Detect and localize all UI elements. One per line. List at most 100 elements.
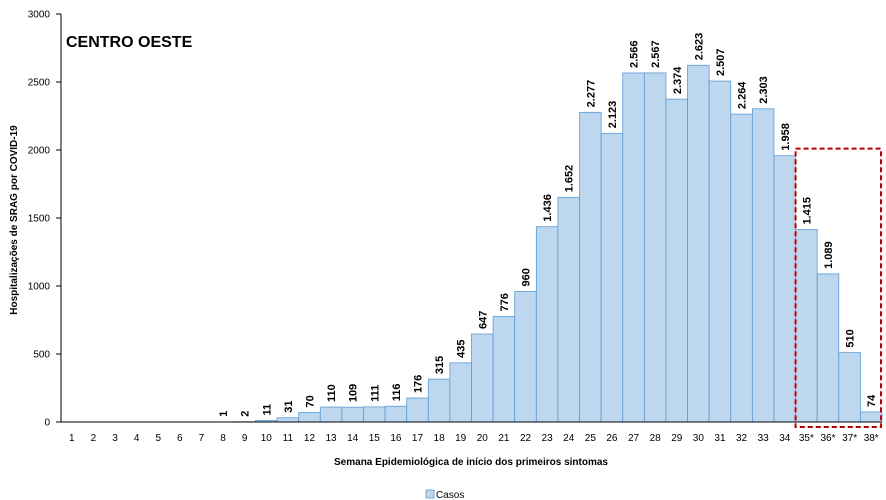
x-tick-label: 27 xyxy=(628,433,640,444)
x-tick-label: 9 xyxy=(242,433,248,444)
x-tick-label: 13 xyxy=(326,433,338,444)
data-label: 647 xyxy=(477,311,489,329)
bar-week-33 xyxy=(751,108,775,423)
bars-layer xyxy=(211,64,883,423)
y-tick-label: 500 xyxy=(33,350,50,361)
bar-week-18 xyxy=(427,378,451,423)
bar-week-24 xyxy=(557,196,580,423)
bar-week-27 xyxy=(622,72,645,423)
x-tick-label: 37* xyxy=(842,433,857,444)
data-label: 2.507 xyxy=(715,49,727,77)
bar-week-29 xyxy=(665,98,688,423)
data-label: 1.958 xyxy=(780,123,792,151)
data-label: 315 xyxy=(434,356,446,374)
x-tick-label: 22 xyxy=(520,433,532,444)
legend-swatch-casos xyxy=(425,489,435,499)
bar-week-14 xyxy=(341,406,364,423)
x-tick-label: 12 xyxy=(304,433,316,444)
data-label: 109 xyxy=(348,384,360,402)
data-label: 74 xyxy=(866,394,878,407)
data-label: 2.123 xyxy=(607,101,619,129)
x-tick-label: 1 xyxy=(69,433,75,444)
legend-label-casos: Casos xyxy=(436,490,464,500)
bar-week-26 xyxy=(600,132,624,423)
bar-week-32 xyxy=(730,113,753,423)
x-tick-label: 11 xyxy=(283,433,294,444)
y-tick-label: 3000 xyxy=(28,10,51,21)
provisional-weeks-highlight xyxy=(794,147,883,428)
y-tick-label: 1000 xyxy=(28,282,51,293)
bar-week-37-star xyxy=(838,352,861,423)
x-tick-labels: 1 2 3 4 5 6 7 8 9 10 11 12 13 14 15 16 17 18 19 20 21 22 23 24 2… xyxy=(69,433,879,444)
data-label: 510 xyxy=(845,329,857,347)
x-tick-label: 19 xyxy=(455,433,467,444)
x-tick-label: 29 xyxy=(671,433,683,444)
y-tick-label: 2000 xyxy=(28,146,51,157)
data-label: 2.303 xyxy=(758,76,770,104)
x-tick-label: 26 xyxy=(606,433,618,444)
x-tick-label: 20 xyxy=(477,433,489,444)
bar-week-22 xyxy=(514,291,537,423)
bar-week-16 xyxy=(384,405,408,423)
y-tick-label: 0 xyxy=(44,418,50,429)
x-tick-label: 6 xyxy=(177,433,183,444)
data-label: 2.374 xyxy=(672,66,684,94)
chart-title: CENTRO OESTE xyxy=(66,34,193,51)
data-label: 11 xyxy=(261,404,273,416)
legend: Casos xyxy=(425,489,464,500)
data-label: 1.652 xyxy=(564,165,576,193)
bar-week-35-star xyxy=(795,229,818,423)
x-tick-label: 36* xyxy=(820,433,835,444)
bar-week-23 xyxy=(535,226,559,423)
y-tick-label: 1500 xyxy=(28,214,51,225)
data-label: 110 xyxy=(326,384,338,402)
data-label: 2.264 xyxy=(737,81,749,109)
data-label: 2.623 xyxy=(693,33,705,61)
bar-week-13 xyxy=(319,406,343,423)
bar-week-12 xyxy=(298,412,321,423)
x-tick-label: 14 xyxy=(347,433,359,444)
data-label: 960 xyxy=(521,268,533,286)
x-tick-label: 28 xyxy=(650,433,662,444)
bar-week-15 xyxy=(363,406,386,423)
data-labels: 1 2 11 31 70 110 109 111 116 176 315 435 647 776 960 1.… xyxy=(218,33,878,417)
bar-week-11 xyxy=(276,417,300,423)
x-tick-label: 2 xyxy=(91,433,97,444)
data-label: 1.436 xyxy=(542,194,554,222)
x-tick-label: 38* xyxy=(864,433,879,444)
x-axis-title: Semana Epidemiológica de início dos prim… xyxy=(334,457,608,468)
x-tick-label: 3 xyxy=(112,433,118,444)
data-label: 435 xyxy=(456,339,468,357)
bar-week-31 xyxy=(708,80,732,423)
x-tick-label: 32 xyxy=(736,433,748,444)
y-axis-title: Hospitalizações de SRAG por COVID-19 xyxy=(9,125,20,315)
x-tick-label: 24 xyxy=(563,433,575,444)
x-tick-label: 8 xyxy=(220,433,226,444)
data-label: 111 xyxy=(369,385,381,402)
x-tick-label: 23 xyxy=(542,433,554,444)
bar-week-30 xyxy=(687,64,710,423)
x-tick-label: 4 xyxy=(134,433,140,444)
x-tick-label: 16 xyxy=(390,433,402,444)
data-label: 176 xyxy=(412,375,424,393)
data-label: 2.567 xyxy=(650,40,662,68)
x-tick-label: 33 xyxy=(758,433,770,444)
data-label: 1 xyxy=(218,411,230,417)
y-tick-label: 2500 xyxy=(28,78,51,89)
x-tick-label: 25 xyxy=(585,433,597,444)
x-tick-label: 5 xyxy=(155,433,161,444)
data-label: 1.415 xyxy=(801,197,813,225)
data-label: 31 xyxy=(283,401,295,413)
data-label: 2.566 xyxy=(629,40,641,68)
bar-week-34 xyxy=(773,155,796,423)
bar-week-28 xyxy=(643,72,667,423)
x-tick-label: 34 xyxy=(779,433,791,444)
bar-week-17 xyxy=(406,397,429,423)
x-tick-label: 10 xyxy=(261,433,273,444)
x-tick-label: 35* xyxy=(799,433,814,444)
data-label: 2.277 xyxy=(585,80,597,108)
x-tick-label: 21 xyxy=(498,433,510,444)
data-label: 116 xyxy=(391,383,403,401)
bar-week-25 xyxy=(579,111,602,423)
